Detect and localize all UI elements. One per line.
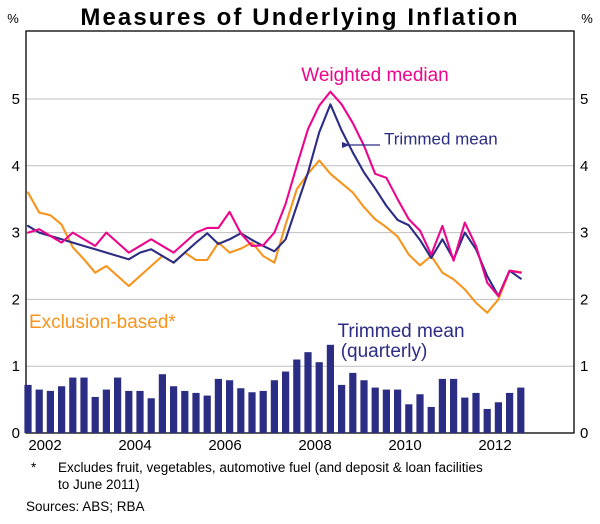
svg-text:1: 1 xyxy=(12,358,20,375)
svg-text:2012: 2012 xyxy=(478,437,511,454)
svg-text:0: 0 xyxy=(580,425,588,442)
svg-text:2006: 2006 xyxy=(208,437,241,454)
svg-text:2008: 2008 xyxy=(298,437,331,454)
svg-text:5: 5 xyxy=(580,91,588,108)
svg-text:0: 0 xyxy=(12,425,20,442)
svg-text:5: 5 xyxy=(12,91,20,108)
svg-text:2: 2 xyxy=(580,291,588,308)
svg-text:1: 1 xyxy=(580,358,588,375)
svg-text:Exclusion-based*: Exclusion-based* xyxy=(29,312,176,333)
svg-text:Trimmed mean: Trimmed mean xyxy=(337,321,464,342)
svg-text:2010: 2010 xyxy=(388,437,421,454)
svg-text:Weighted median: Weighted median xyxy=(301,65,449,86)
svg-text:2: 2 xyxy=(12,291,20,308)
svg-text:2004: 2004 xyxy=(118,437,151,454)
svg-text:Trimmed mean: Trimmed mean xyxy=(384,130,498,149)
svg-text:4: 4 xyxy=(12,158,20,175)
svg-text:4: 4 xyxy=(580,158,588,175)
svg-text:2002: 2002 xyxy=(28,437,61,454)
svg-text:(quarterly): (quarterly) xyxy=(341,341,428,362)
svg-text:3: 3 xyxy=(580,225,588,242)
svg-text:3: 3 xyxy=(12,225,20,242)
